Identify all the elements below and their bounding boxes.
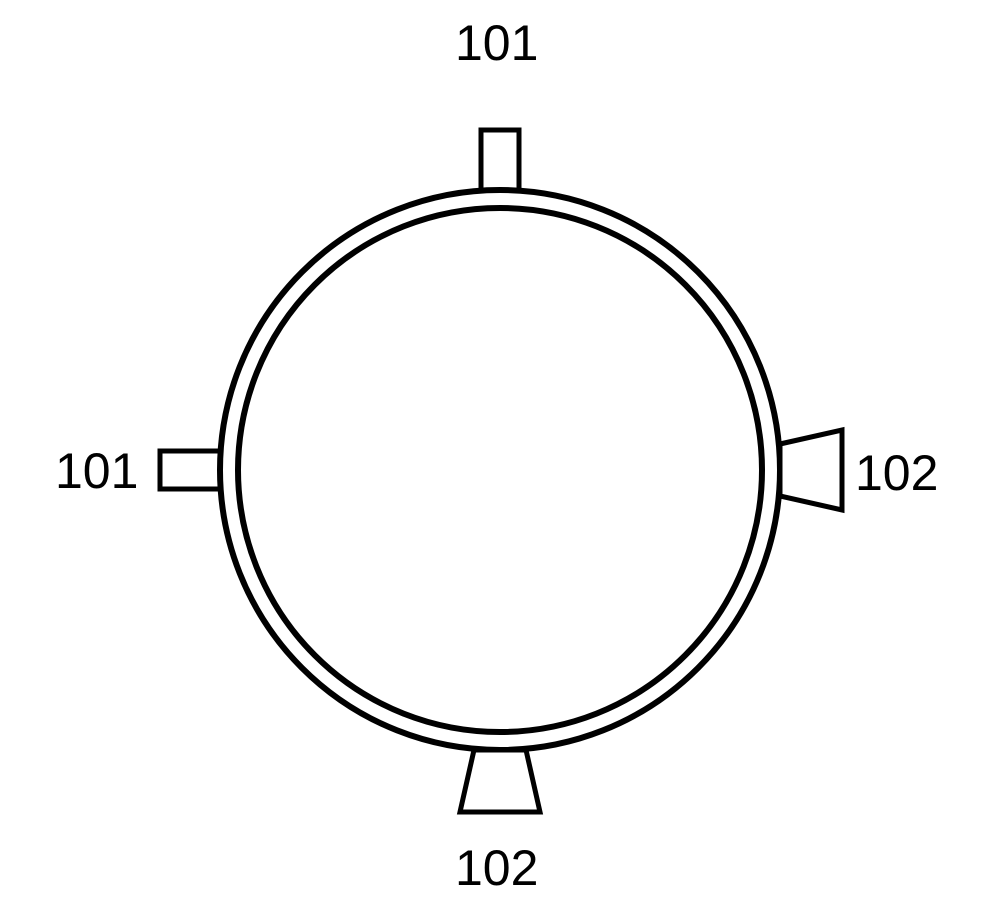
protrusion-bottom	[460, 750, 540, 812]
protrusion-right	[780, 430, 842, 510]
ring-diagram: 101 101 102 102	[0, 0, 1000, 897]
label-0: 101	[455, 15, 538, 71]
label-1: 101	[55, 443, 138, 499]
label-2: 102	[855, 445, 938, 501]
label-3: 102	[455, 840, 538, 896]
